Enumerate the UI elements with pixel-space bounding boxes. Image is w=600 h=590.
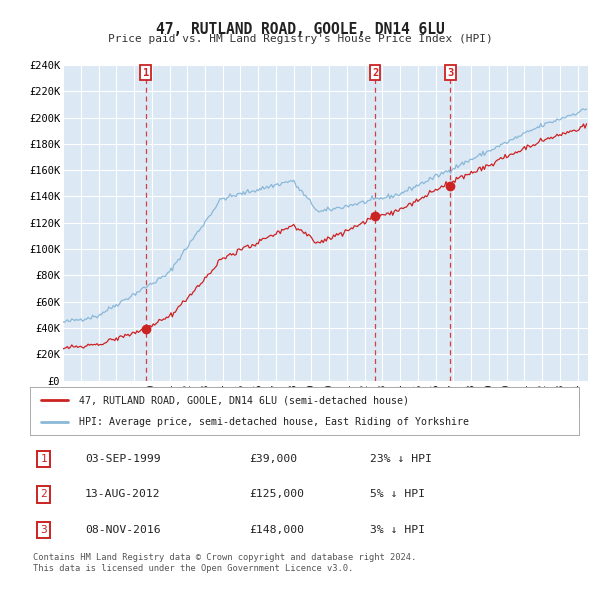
Text: 13-AUG-2012: 13-AUG-2012 bbox=[85, 490, 161, 499]
Text: Contains HM Land Registry data © Crown copyright and database right 2024.
This d: Contains HM Land Registry data © Crown c… bbox=[33, 553, 416, 573]
Text: £125,000: £125,000 bbox=[250, 490, 305, 499]
Text: 3: 3 bbox=[40, 525, 47, 535]
Text: Price paid vs. HM Land Registry's House Price Index (HPI): Price paid vs. HM Land Registry's House … bbox=[107, 34, 493, 44]
Text: 3% ↓ HPI: 3% ↓ HPI bbox=[370, 525, 425, 535]
Text: 47, RUTLAND ROAD, GOOLE, DN14 6LU: 47, RUTLAND ROAD, GOOLE, DN14 6LU bbox=[155, 22, 445, 37]
Text: 03-SEP-1999: 03-SEP-1999 bbox=[85, 454, 161, 464]
Text: 47, RUTLAND ROAD, GOOLE, DN14 6LU (semi-detached house): 47, RUTLAND ROAD, GOOLE, DN14 6LU (semi-… bbox=[79, 395, 409, 405]
Text: 23% ↓ HPI: 23% ↓ HPI bbox=[370, 454, 432, 464]
Text: £148,000: £148,000 bbox=[250, 525, 305, 535]
Text: 5% ↓ HPI: 5% ↓ HPI bbox=[370, 490, 425, 499]
Text: £39,000: £39,000 bbox=[250, 454, 298, 464]
Text: 3: 3 bbox=[448, 68, 454, 78]
Text: 1: 1 bbox=[40, 454, 47, 464]
Text: 2: 2 bbox=[40, 490, 47, 499]
Text: 1: 1 bbox=[143, 68, 149, 78]
Text: 08-NOV-2016: 08-NOV-2016 bbox=[85, 525, 161, 535]
Text: 2: 2 bbox=[372, 68, 378, 78]
Text: HPI: Average price, semi-detached house, East Riding of Yorkshire: HPI: Average price, semi-detached house,… bbox=[79, 417, 469, 427]
